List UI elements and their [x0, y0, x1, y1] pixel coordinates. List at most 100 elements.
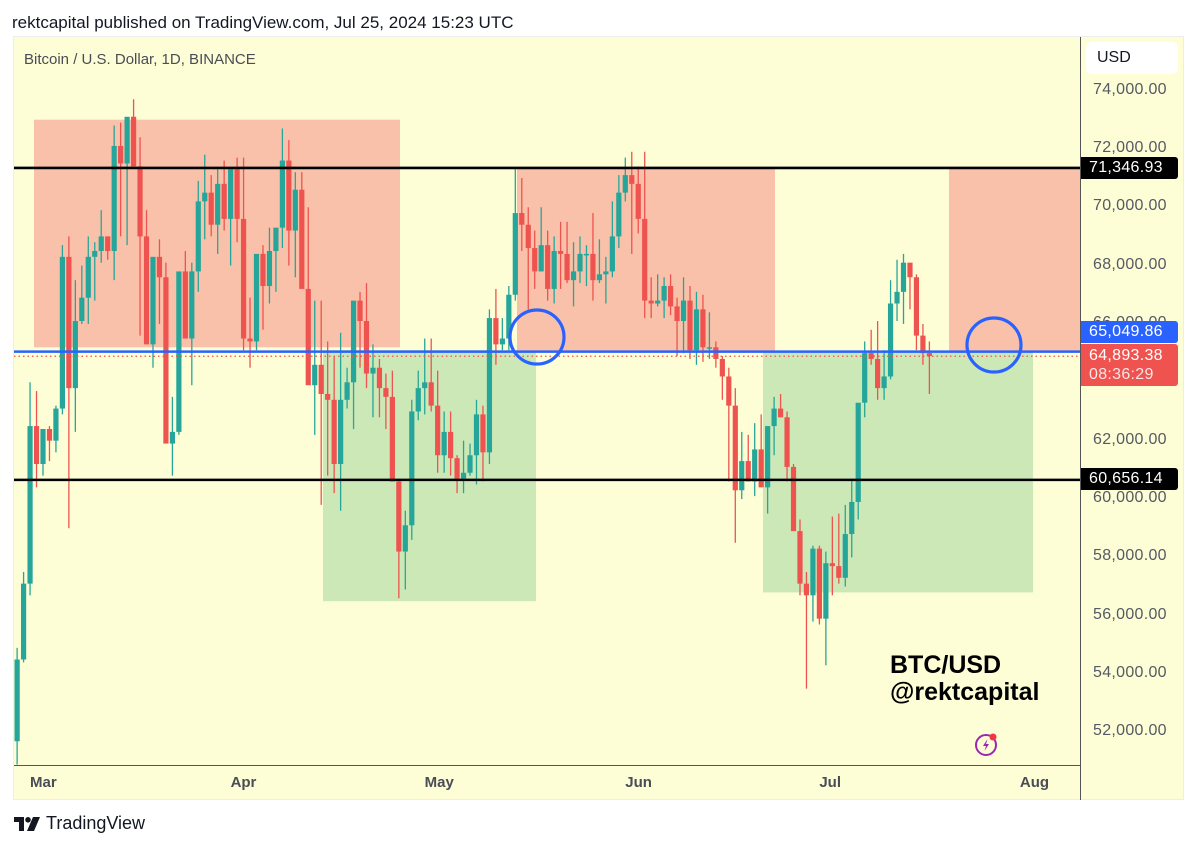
price-tick-label: 60,000.00 [1093, 489, 1167, 507]
candle-body [900, 262, 907, 292]
candle-body [745, 461, 751, 482]
candle-body [726, 376, 732, 406]
candle-body [312, 364, 318, 386]
candle-body [790, 466, 797, 532]
candle-body [98, 236, 104, 251]
candle-body [208, 192, 214, 225]
highlight-circle [508, 308, 566, 366]
candle-body [583, 253, 590, 256]
candle-body [765, 426, 771, 488]
candle-body [273, 227, 279, 251]
symbol-title: Bitcoin / U.S. Dollar, 1D, BINANCE [24, 51, 256, 68]
candle-body [545, 245, 551, 289]
candle-body [66, 256, 72, 389]
candle-body [292, 189, 298, 231]
candle-body [693, 309, 700, 351]
candle-body [797, 531, 803, 584]
candle-body [823, 563, 829, 619]
candle-body [448, 431, 454, 459]
support-price-label: 60,656.14 [1081, 468, 1178, 490]
candle-body [33, 426, 40, 465]
candle-body [855, 402, 861, 502]
candle-body [473, 414, 480, 456]
price-tick-label: 70,000.00 [1093, 197, 1167, 215]
watermark-author: @rektcapital [890, 678, 1040, 706]
candle-body [590, 253, 596, 281]
candle-body [143, 236, 150, 345]
currency-button[interactable]: USD [1086, 42, 1178, 74]
price-tick-label: 68,000.00 [1093, 255, 1167, 273]
candle-body [53, 408, 59, 441]
candle-body [752, 449, 758, 482]
candle-body [137, 166, 143, 237]
price-tick-label: 58,000.00 [1093, 547, 1167, 565]
candle-body [577, 253, 583, 272]
candle-body [111, 145, 117, 251]
candle-body [428, 382, 434, 406]
candle-body [228, 169, 234, 219]
candle-body [875, 358, 881, 389]
price-tick-label: 74,000.00 [1093, 80, 1167, 98]
candle-body [506, 294, 512, 339]
candle-body [169, 431, 175, 444]
candle-body [163, 277, 169, 444]
candle-body [519, 213, 525, 225]
candle-body [810, 548, 816, 596]
candle-body [512, 213, 518, 295]
candle-body [680, 300, 687, 322]
candle-body [130, 116, 137, 167]
candle-body [240, 218, 247, 339]
candle-body [635, 183, 641, 219]
candle-body [661, 286, 667, 301]
candle-body [325, 393, 331, 400]
candle-body [370, 367, 376, 374]
candle-body [758, 449, 764, 488]
candle-body [189, 271, 195, 339]
candle-body [849, 501, 855, 535]
candle-body [85, 256, 91, 298]
time-tick-label: Jun [625, 774, 652, 791]
candle-body [499, 338, 505, 345]
candle-body [331, 399, 337, 465]
candle-body [713, 347, 719, 359]
candle-body [350, 300, 357, 383]
bar-countdown: 08:36:29 [1089, 366, 1154, 383]
candle-body [234, 169, 240, 219]
brand-name: TradingView [46, 813, 146, 833]
candle-body [739, 461, 745, 491]
candle-body [486, 318, 493, 453]
candle-body [454, 458, 460, 479]
candle-body [616, 192, 622, 237]
candle-body [732, 405, 738, 491]
candle-body [655, 300, 661, 304]
candle-body [480, 414, 486, 453]
tradingview-brand[interactable]: TradingView [14, 813, 145, 834]
watermark-symbol: BTC/USD [890, 651, 1002, 679]
candle-body [926, 353, 932, 357]
candle-body [803, 583, 810, 596]
green-zone-box [763, 351, 1033, 593]
candle-body [441, 431, 447, 456]
price-tick-label: 62,000.00 [1093, 430, 1167, 448]
candle-body [622, 175, 628, 193]
last-price-label: 64,893.38 08:36:29 [1081, 344, 1178, 386]
candle-body [221, 183, 227, 219]
candle-body [564, 253, 570, 281]
candle-body [706, 347, 713, 349]
candle-body [913, 277, 920, 336]
candle-body [344, 382, 350, 400]
candle-body [868, 353, 874, 359]
candle-body [525, 224, 531, 249]
candle-body [460, 472, 467, 479]
candle-body [667, 286, 674, 307]
candle-body [836, 566, 842, 578]
candle-body [279, 160, 285, 228]
candle-body [603, 271, 609, 275]
lightning-alert-icon[interactable] [973, 731, 999, 757]
last-price: 64,893.38 [1089, 347, 1163, 364]
candle-body [357, 300, 363, 322]
watermark: BTC/USD @rektcapital [890, 652, 1039, 706]
candle-body [538, 245, 544, 272]
candle-body [422, 382, 428, 389]
